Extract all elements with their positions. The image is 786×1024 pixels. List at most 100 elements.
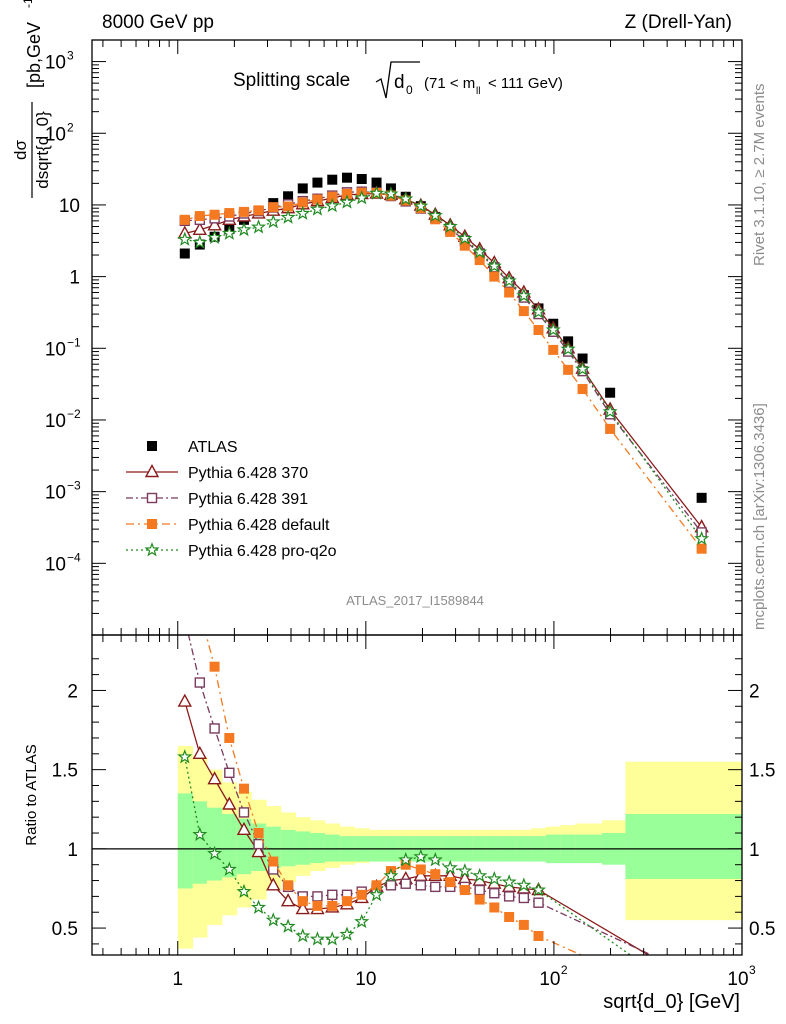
title-range-sub: ll [476,86,480,97]
plot-frames [91,39,743,956]
ratio-data-point [209,661,220,672]
ratio-series-3 [177,749,632,955]
main-data-point [177,231,193,246]
main-data-point [309,201,325,216]
ratio-data-point [266,877,281,891]
ratio-y-tick-label-right: 0.5 [749,919,775,940]
main-data-point [297,197,308,208]
ratio-data-point [236,883,252,899]
main-data-point [354,190,370,205]
y-tick-label-exponent: −1 [67,335,81,349]
ratio-y-tick-label-right: 1 [749,840,760,861]
legend-entry: Pythia 6.428 default [126,517,330,534]
ratio-data-point [280,893,296,907]
legend-label: ATLAS [188,439,238,456]
main-data-point [312,177,323,188]
ratio-data-point [324,931,340,946]
ratio-data-point [504,911,515,922]
ratio-data-point [207,845,223,861]
main-data-point [563,364,574,375]
ratio-data-point [207,771,222,785]
band-inner-bin [625,814,742,879]
ratio-data-point [268,856,279,867]
y-tick-label-exponent: 2 [67,120,74,134]
ratio-data-point [253,828,264,839]
ratio-data-point [339,926,355,941]
main-data-point [472,244,488,259]
ratio-data-point [533,897,544,908]
ratio-data-point [442,859,458,875]
ratio-data-point [312,891,323,902]
main-ylabel: dσ dsqrt{d_0} [pb,GeV -1 ] [11,0,52,198]
xlabel: sqrt{d_0} [GeV] [603,991,740,1013]
ratio-data-point [356,889,367,900]
ratio-data-point [327,889,338,901]
ylabel-units: [pb,GeV [24,22,44,88]
y-tick-label: 10 [45,411,66,432]
ratio-data-point [474,894,485,905]
main-data-point [341,172,352,183]
main-data-point [501,273,517,288]
ratio-data-point [415,880,427,891]
ratio-data-point [369,886,385,902]
ratio-frame [91,634,743,956]
main-data-point [207,229,223,245]
main-data-point [369,185,385,200]
y-tick-label: 10 [45,124,66,145]
ratio-data-point [177,749,193,764]
x-tick-label: 10 [727,969,748,990]
main-data-point [339,194,355,209]
ratio-data-point [398,852,414,867]
main-data-point [516,287,532,303]
ratio-data-point [180,615,189,624]
ratio-data-point [177,693,192,707]
main-data-point [504,287,515,298]
ratio-data-point [518,892,530,904]
ratio-data-point [251,899,267,914]
main-plot-title: Splitting scale d 0 (71 < m ll < 111 GeV… [233,61,563,99]
ratio-data-point [430,881,441,893]
main-plot-series [177,172,710,554]
main-data-point [356,174,367,185]
main-data-point [442,218,458,233]
legend-label: Pythia 6.428 391 [188,491,308,508]
main-data-point [371,177,382,188]
ratio-data-point [209,723,220,734]
ratio-data-point [192,745,207,760]
ratio-y-tick-label-left: 1.5 [52,761,78,782]
ratio-data-point [383,867,399,883]
ratio-y-tick-label-left: 2 [67,681,78,702]
ratio-data-point [413,848,429,864]
x-tick-label-exponent: 2 [561,963,568,977]
rivet-version-label: Rivet 3.1.10, ≥ 2.7M events [751,84,768,267]
x-tick-label: 10 [355,969,376,990]
mcplots-label: mcplots.cern.ch [arXiv:1306.3436] [751,403,768,630]
legend-entry: ATLAS [147,439,238,456]
main-series-line [184,192,703,540]
y-tick-label: 10 [45,53,66,74]
title-symbol-sub: 0 [406,83,413,97]
ratio-data-point [224,732,235,743]
y-tick-label: 10 [45,339,66,360]
sqrt-symbol [375,61,420,99]
main-data-point [430,214,441,225]
title-range-end: < 111 GeV) [488,75,563,92]
legend-marker [144,542,160,557]
ratio-data-point [457,863,473,878]
y-tick-label-exponent: 3 [67,49,74,63]
ratio-ylabel: Ratio to ATLAS [23,744,40,845]
title-range: (71 < m [424,75,475,92]
band-inner-bin [222,814,238,878]
legend-label: Pythia 6.428 default [188,517,330,534]
ratio-data-point [238,783,249,794]
main-data-point [283,191,294,202]
y-tick-label-exponent: −2 [67,407,81,421]
ratio-data-point [221,861,237,876]
y-tick-label: 1 [69,268,80,289]
legend-marker [144,464,160,478]
main-data-point [236,221,252,237]
x-tick-label: 10 [539,969,560,990]
ylabel-denominator: dsqrt{d_0} [33,111,52,189]
main-data-point [489,271,500,282]
